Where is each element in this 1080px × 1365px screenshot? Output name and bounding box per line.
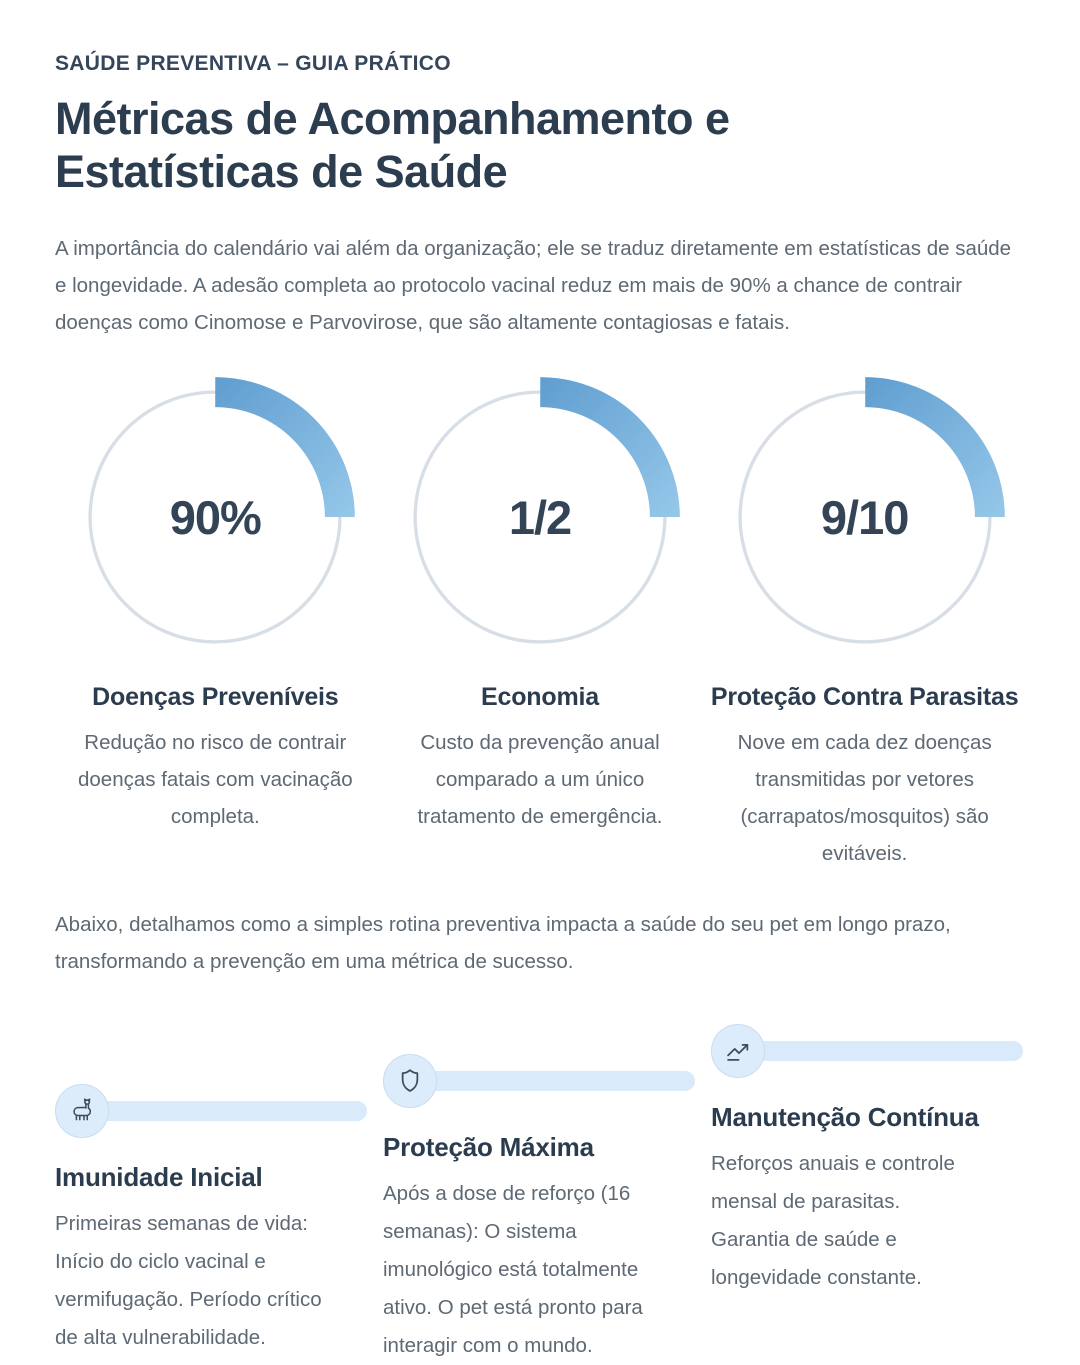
timeline-item-initial-immunity: Imunidade Inicial Primeiras semanas de v… [55, 1084, 369, 1365]
phase-title-2: Proteção Máxima [383, 1132, 594, 1162]
eyebrow: SAÚDE PREVENTIVA – GUIA PRÁTICO [55, 52, 451, 75]
metric-card-economy: 1/2 Economia Custo da prevenção anual co… [380, 377, 701, 872]
donut-ring-2 [400, 377, 680, 657]
metric-title-1: Doenças Preveníveis [92, 683, 339, 711]
donut-value-3: 9/10 [820, 490, 909, 544]
timeline-item-maximum-protection: Proteção Máxima Após a dose de reforço (… [383, 1054, 697, 1365]
donut-ring-3 [724, 377, 1005, 657]
progress-track-1 [79, 1101, 367, 1121]
donut-chart-2: 1/2 [400, 377, 680, 657]
donut-chart-1: 90% [75, 377, 356, 657]
donut-ring-1 [75, 377, 356, 657]
shield-icon [383, 1054, 437, 1108]
progress-track-2 [407, 1071, 695, 1091]
metric-description-3: Nove em cada dez doenças transmitidas po… [737, 731, 992, 865]
metric-title-2: Economia [481, 683, 599, 711]
phase-bar-1 [55, 1084, 369, 1138]
phase-title-3: Manutenção Contínua [711, 1102, 979, 1132]
timeline-row: Imunidade Inicial Primeiras semanas de v… [55, 1024, 1025, 1365]
phase-title-1: Imunidade Inicial [55, 1162, 263, 1192]
donut-value-2: 1/2 [508, 490, 572, 544]
metric-description-2: Custo da prevenção anual comparado a um … [417, 731, 663, 828]
metric-description-1: Redução no risco de contrair doenças fat… [78, 731, 353, 828]
page-title: Métricas de Acompanhamento e Estatística… [55, 93, 730, 197]
donut-chart-3: 9/10 [724, 377, 1005, 657]
timeline-item-continuous-maintenance: Manutenção Contínua Reforços anuais e co… [711, 1024, 1025, 1365]
donut-value-1: 90% [169, 490, 262, 544]
middle-paragraph: Abaixo, detalhamos como a simples rotina… [55, 913, 951, 973]
metric-card-preventable-diseases: 90% Doenças Preveníveis Redução no risco… [55, 377, 376, 872]
metrics-row: 90% Doenças Preveníveis Redução no risco… [55, 377, 1025, 872]
progress-track-3 [735, 1041, 1023, 1061]
llama-icon [55, 1084, 109, 1138]
metric-card-parasite-protection: 9/10 Proteção Contra Parasitas Nove em c… [704, 377, 1025, 872]
trend-up-icon [711, 1024, 765, 1078]
phase-description-3: Reforços anuais e controle mensal de par… [711, 1152, 955, 1289]
metric-title-3: Proteção Contra Parasitas [710, 683, 1019, 711]
phase-bar-2 [383, 1054, 697, 1108]
intro-paragraph: A importância do calendário vai além da … [55, 237, 1012, 334]
phase-description-2: Após a dose de reforço (16 semanas): O s… [383, 1182, 643, 1357]
phase-bar-3 [711, 1024, 1025, 1078]
phase-description-1: Primeiras semanas de vida: Início do cic… [55, 1212, 322, 1349]
